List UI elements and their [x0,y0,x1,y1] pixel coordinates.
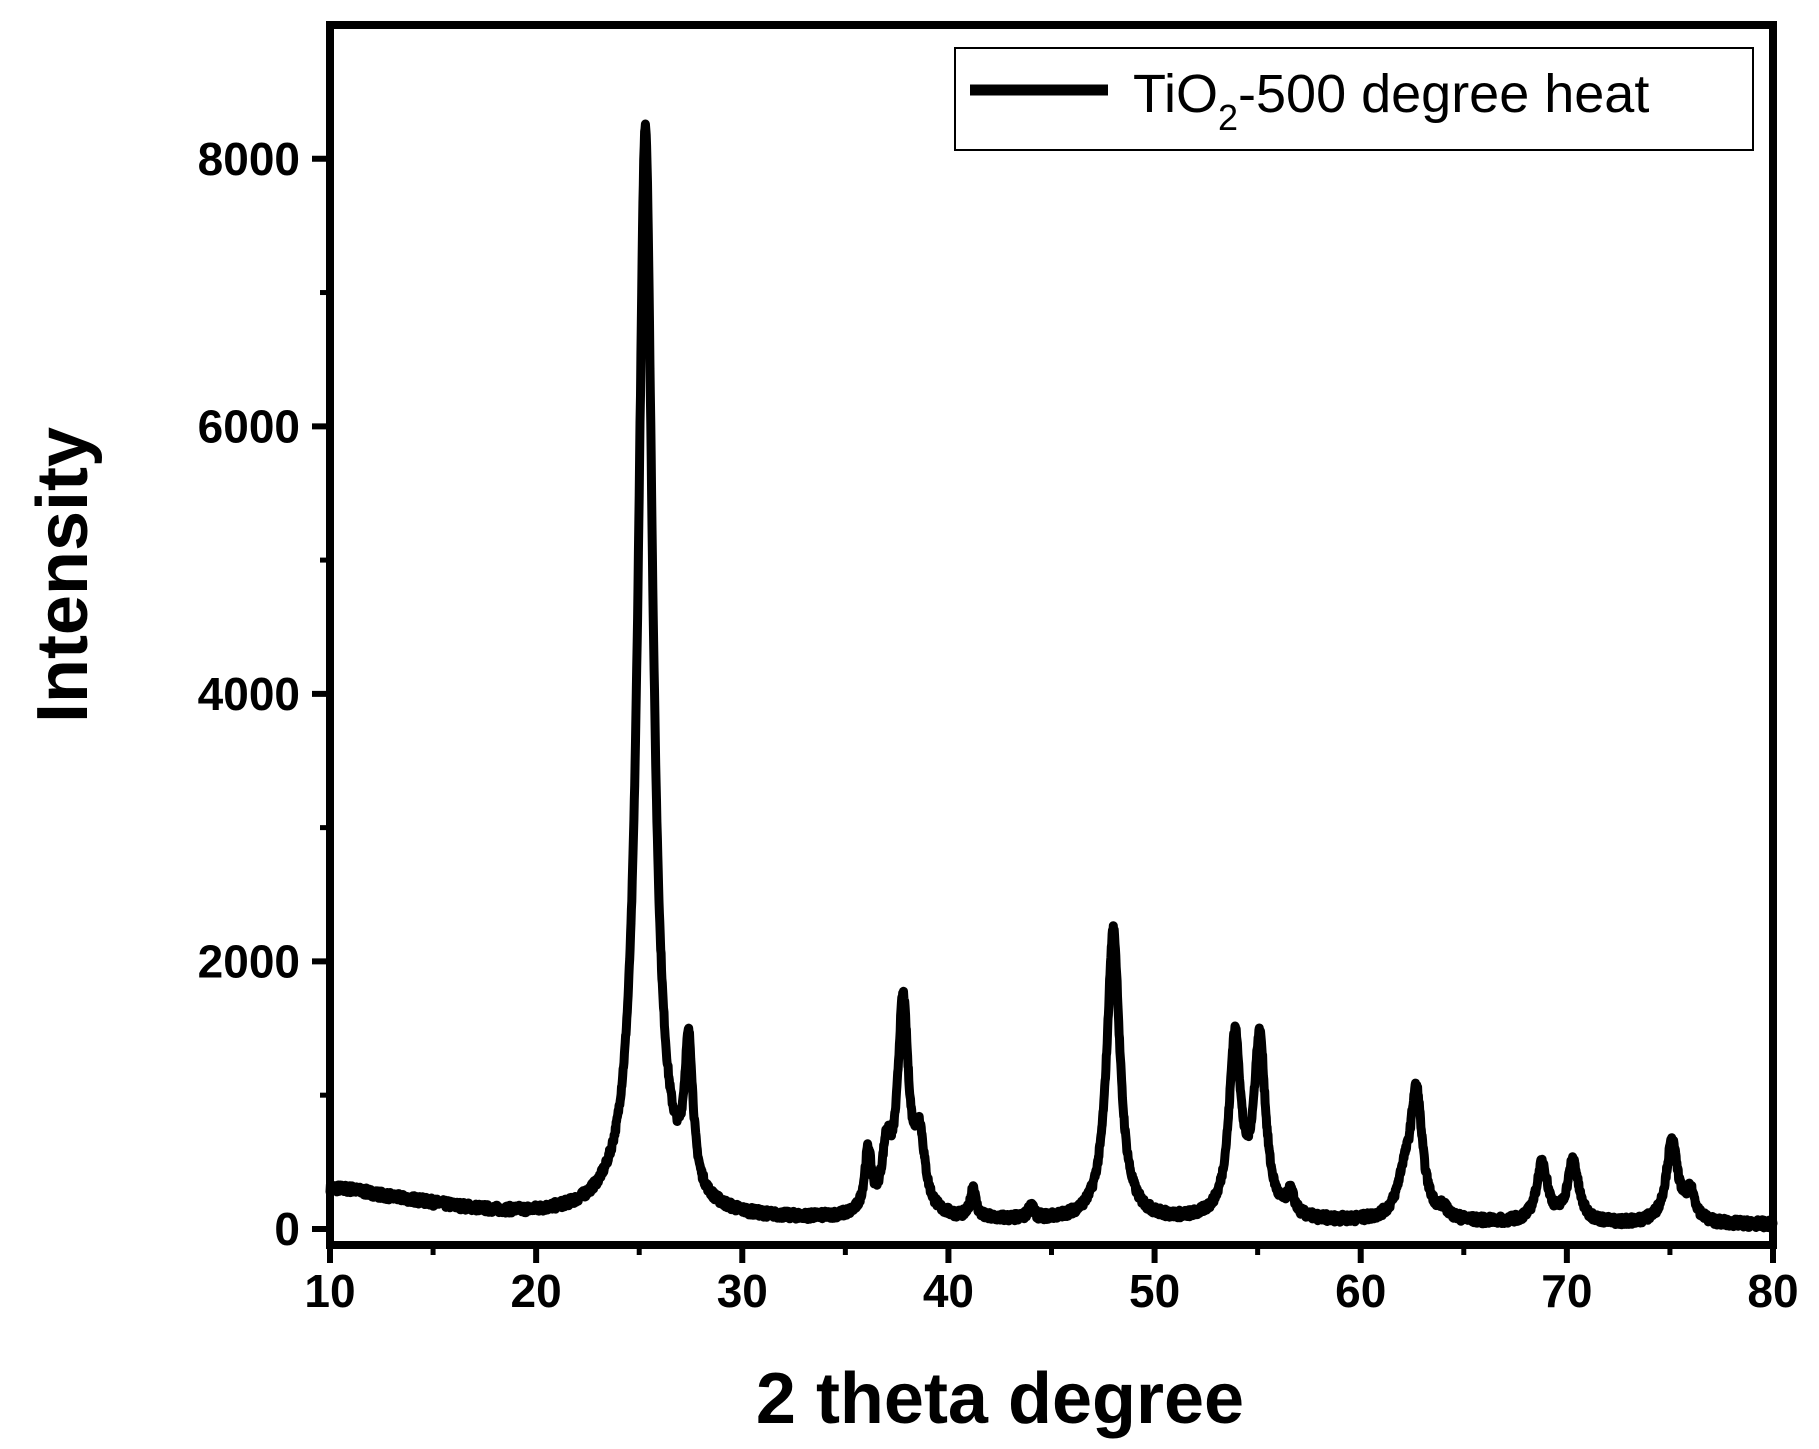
x-tick-label: 40 [923,1265,974,1317]
legend-label-main: TiO [1133,64,1218,124]
y-tick-label: 6000 [198,400,300,452]
x-tick-label: 70 [1541,1265,1592,1317]
y-tick-label: 0 [274,1203,300,1255]
plot-frame [326,21,1777,1249]
x-tick-label: 30 [717,1265,768,1317]
x-tick-label: 80 [1747,1265,1798,1317]
legend-label-suffix: -500 degree heat [1238,64,1649,124]
legend-box [954,47,1754,151]
x-axis-title: 2 theta degree [756,1359,1244,1439]
x-tick-label: 10 [304,1265,355,1317]
x-axis-ticks: 10 20 30 40 50 60 70 80 [304,1245,1799,1317]
legend-label: TiO2-500 degree heat [1133,64,1649,138]
y-tick-label: 4000 [198,668,300,720]
x-tick-label: 20 [511,1265,562,1317]
x-tick-label: 50 [1129,1265,1180,1317]
legend-label-subscript: 2 [1218,97,1238,138]
y-axis-title: Intensity [23,427,103,723]
y-tick-label: 2000 [198,935,300,987]
y-tick-label: 8000 [198,133,300,185]
legend: TiO2-500 degree heat [954,47,1754,151]
x-tick-label: 60 [1335,1265,1386,1317]
series-line-tio2-500 [325,119,1778,1233]
